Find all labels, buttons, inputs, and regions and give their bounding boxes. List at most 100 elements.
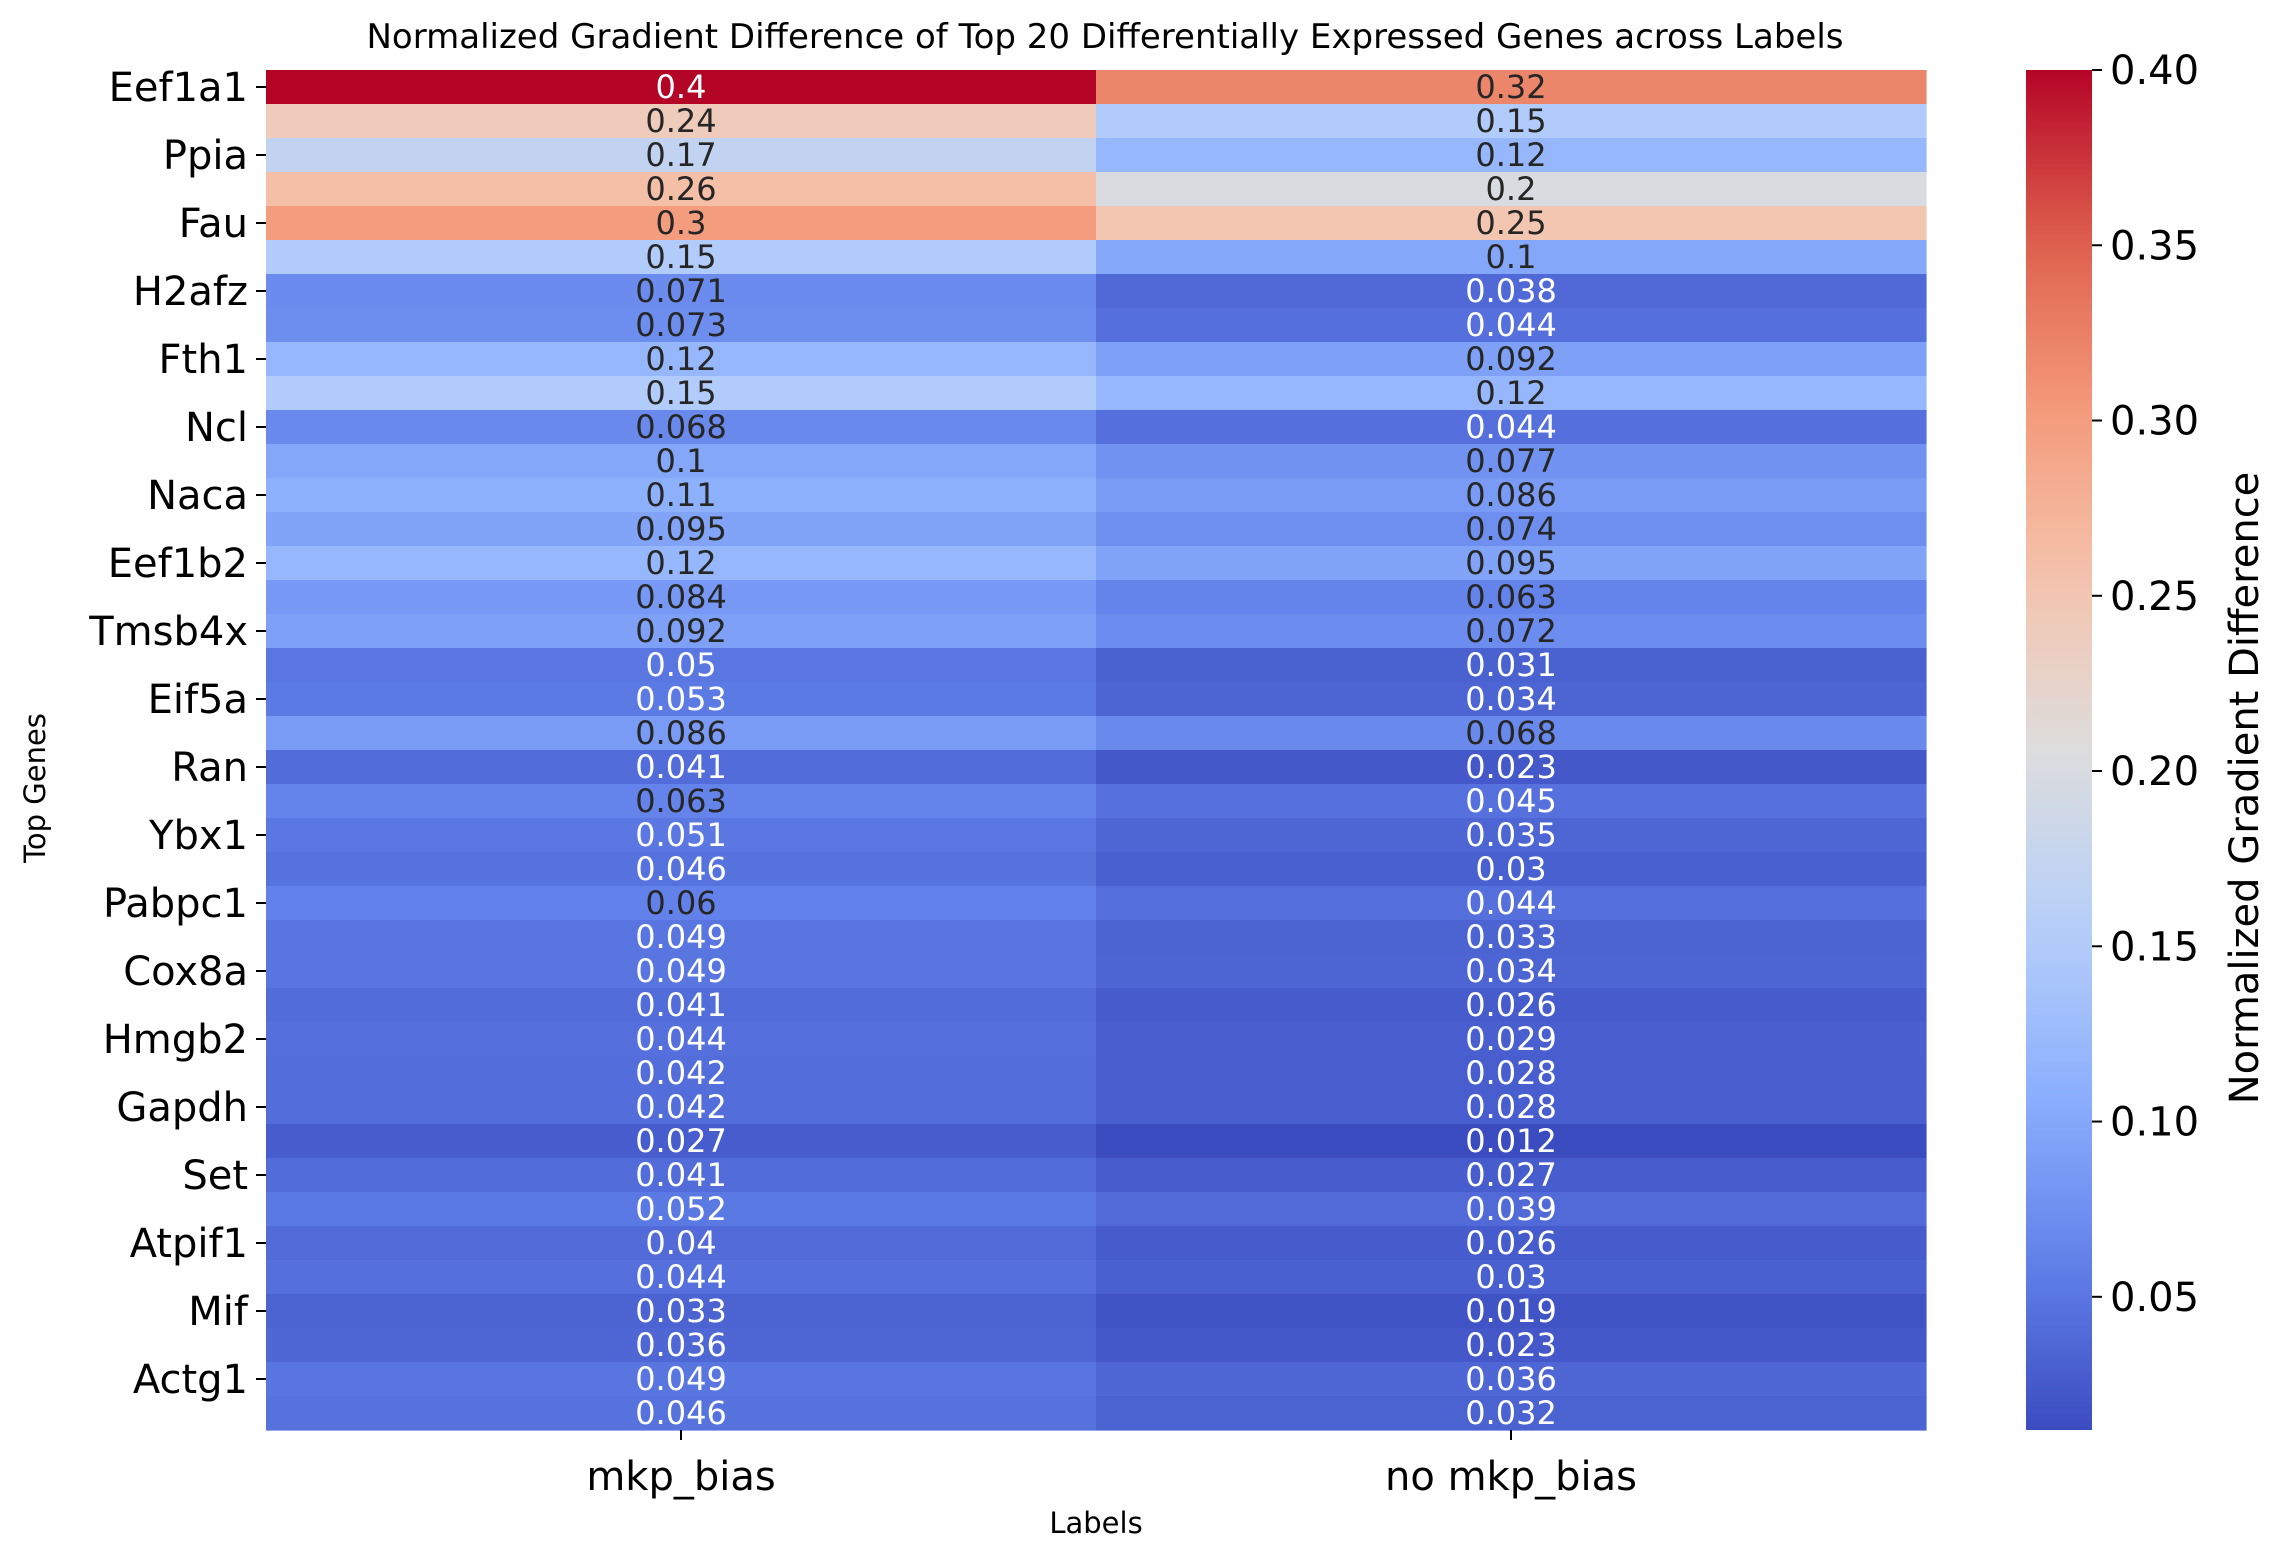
cell-value-label: 0.12 [1475, 136, 1546, 174]
cell-value-label: 0.033 [635, 1292, 727, 1330]
cell-value-label: 0.063 [1465, 578, 1557, 616]
heatmap-cell [266, 308, 1097, 343]
heatmap-cell [266, 1124, 1097, 1159]
heatmap-cell [266, 138, 1097, 173]
heatmap-cell [266, 274, 1097, 309]
cell-value-label: 0.031 [1465, 646, 1557, 684]
cell-value-label: 0.034 [1465, 680, 1557, 718]
heatmap-cell [266, 444, 1097, 479]
heatmap-cell [1096, 70, 1927, 105]
cell-value-label: 0.084 [635, 578, 727, 616]
heatmap-cell [266, 512, 1097, 547]
cell-value-label: 0.023 [1465, 748, 1557, 786]
heatmap-cell [266, 206, 1097, 241]
cell-value-label: 0.068 [1465, 714, 1557, 752]
heatmap-cell [266, 648, 1097, 683]
y-tick-label: Cox8a [123, 949, 248, 995]
heatmap-cell [1096, 240, 1927, 275]
heatmap-cell [1096, 410, 1927, 445]
heatmap-cell [1096, 784, 1927, 819]
cell-value-label: 0.041 [635, 748, 727, 786]
cell-value-label: 0.2 [1486, 170, 1537, 208]
cell-value-label: 0.4 [656, 68, 707, 106]
colorbar: 0.05 0.10 0.15 0.20 0.25 0.30 0.35 0.40 [2026, 48, 2199, 1430]
colorbar-tick-label: 0.35 [2110, 223, 2199, 269]
heatmap-cell [1096, 614, 1927, 649]
cell-value-label: 0.12 [645, 544, 716, 582]
heatmap-cell [1096, 1226, 1927, 1261]
y-tick-label: Actg1 [133, 1357, 248, 1403]
cell-value-label: 0.036 [1465, 1360, 1557, 1398]
heatmap-cell [266, 988, 1097, 1023]
heatmap-cell [266, 240, 1097, 275]
x-axis: mkp_bias no mkp_bias [586, 1430, 1637, 1500]
cell-value-label: 0.032 [1465, 1394, 1557, 1432]
x-tick-label: no mkp_bias [1385, 1454, 1637, 1500]
heatmap-cell [1096, 138, 1927, 173]
cell-value-label: 0.039 [1465, 1190, 1557, 1228]
cell-value-label: 0.15 [645, 238, 716, 276]
heatmap-cell [1096, 750, 1927, 785]
colorbar-tick-label: 0.20 [2110, 749, 2199, 795]
cell-value-label: 0.046 [635, 850, 727, 888]
heatmap-cell-labels: 0.4 0.320.24 0.150.17 0.120.26 0.20.3 0.250.1… [635, 68, 1557, 1432]
heatmap-cell [266, 614, 1097, 649]
cell-value-label: 0.041 [635, 986, 727, 1024]
cell-value-label: 0.026 [1465, 986, 1557, 1024]
cell-value-label: 0.068 [635, 408, 727, 446]
heatmap-cell [1096, 546, 1927, 581]
heatmap-cell [266, 172, 1097, 207]
heatmap-cell [266, 1022, 1097, 1057]
cell-value-label: 0.027 [1465, 1156, 1557, 1194]
y-tick-label: Mif [188, 1289, 249, 1335]
heatmap-cell [1096, 818, 1927, 853]
y-tick-label: H2afz [133, 269, 248, 315]
chart-title: Normalized Gradient Difference of Top 20… [367, 17, 1844, 57]
heatmap-cell [266, 886, 1097, 921]
heatmap-cell [266, 716, 1097, 751]
cell-value-label: 0.073 [635, 306, 727, 344]
heatmap-cell [266, 376, 1097, 411]
y-tick-label: Fau [179, 201, 248, 247]
cell-value-label: 0.15 [645, 374, 716, 412]
y-tick-label: Tmsb4x [88, 609, 248, 655]
colorbar-tick-label: 0.40 [2110, 48, 2199, 94]
heatmap-cell [266, 1226, 1097, 1261]
heatmap-cell [266, 920, 1097, 955]
cell-value-label: 0.023 [1465, 1326, 1557, 1364]
heatmap-cell [266, 1294, 1097, 1329]
y-tick-label: Naca [147, 473, 248, 519]
heatmap-cell [1096, 1362, 1927, 1397]
y-tick-label: Pabpc1 [103, 881, 248, 927]
cell-value-label: 0.028 [1465, 1088, 1557, 1126]
cell-value-label: 0.042 [635, 1054, 727, 1092]
heatmap-cell [1096, 376, 1927, 411]
heatmap-cell [1096, 1260, 1927, 1295]
heatmap-cell [1096, 852, 1927, 887]
heatmap-cell [266, 70, 1097, 105]
heatmap-cell [1096, 206, 1927, 241]
cell-value-label: 0.17 [645, 136, 716, 174]
heatmap-cell [1096, 648, 1927, 683]
cell-value-label: 0.044 [1465, 306, 1557, 344]
heatmap-cell [266, 784, 1097, 819]
cell-value-label: 0.03 [1475, 1258, 1546, 1296]
cell-value-label: 0.05 [645, 646, 716, 684]
cell-value-label: 0.12 [1475, 374, 1546, 412]
cell-value-label: 0.086 [1465, 476, 1557, 514]
cell-value-label: 0.044 [1465, 884, 1557, 922]
heatmap-cell [1096, 1396, 1927, 1431]
heatmap-cell [1096, 172, 1927, 207]
heatmap-cell [266, 1260, 1097, 1295]
heatmap-cell [1096, 1124, 1927, 1159]
cell-value-label: 0.034 [1465, 952, 1557, 990]
cell-value-label: 0.019 [1465, 1292, 1557, 1330]
heatmap-cell [1096, 988, 1927, 1023]
heatmap-cell [266, 1090, 1097, 1125]
cell-value-label: 0.095 [635, 510, 727, 548]
y-tick-label: Atpif1 [130, 1221, 248, 1267]
heatmap-cell [1096, 308, 1927, 343]
cell-value-label: 0.033 [1465, 918, 1557, 956]
cell-value-label: 0.038 [1465, 272, 1557, 310]
heatmap-cell [266, 410, 1097, 445]
